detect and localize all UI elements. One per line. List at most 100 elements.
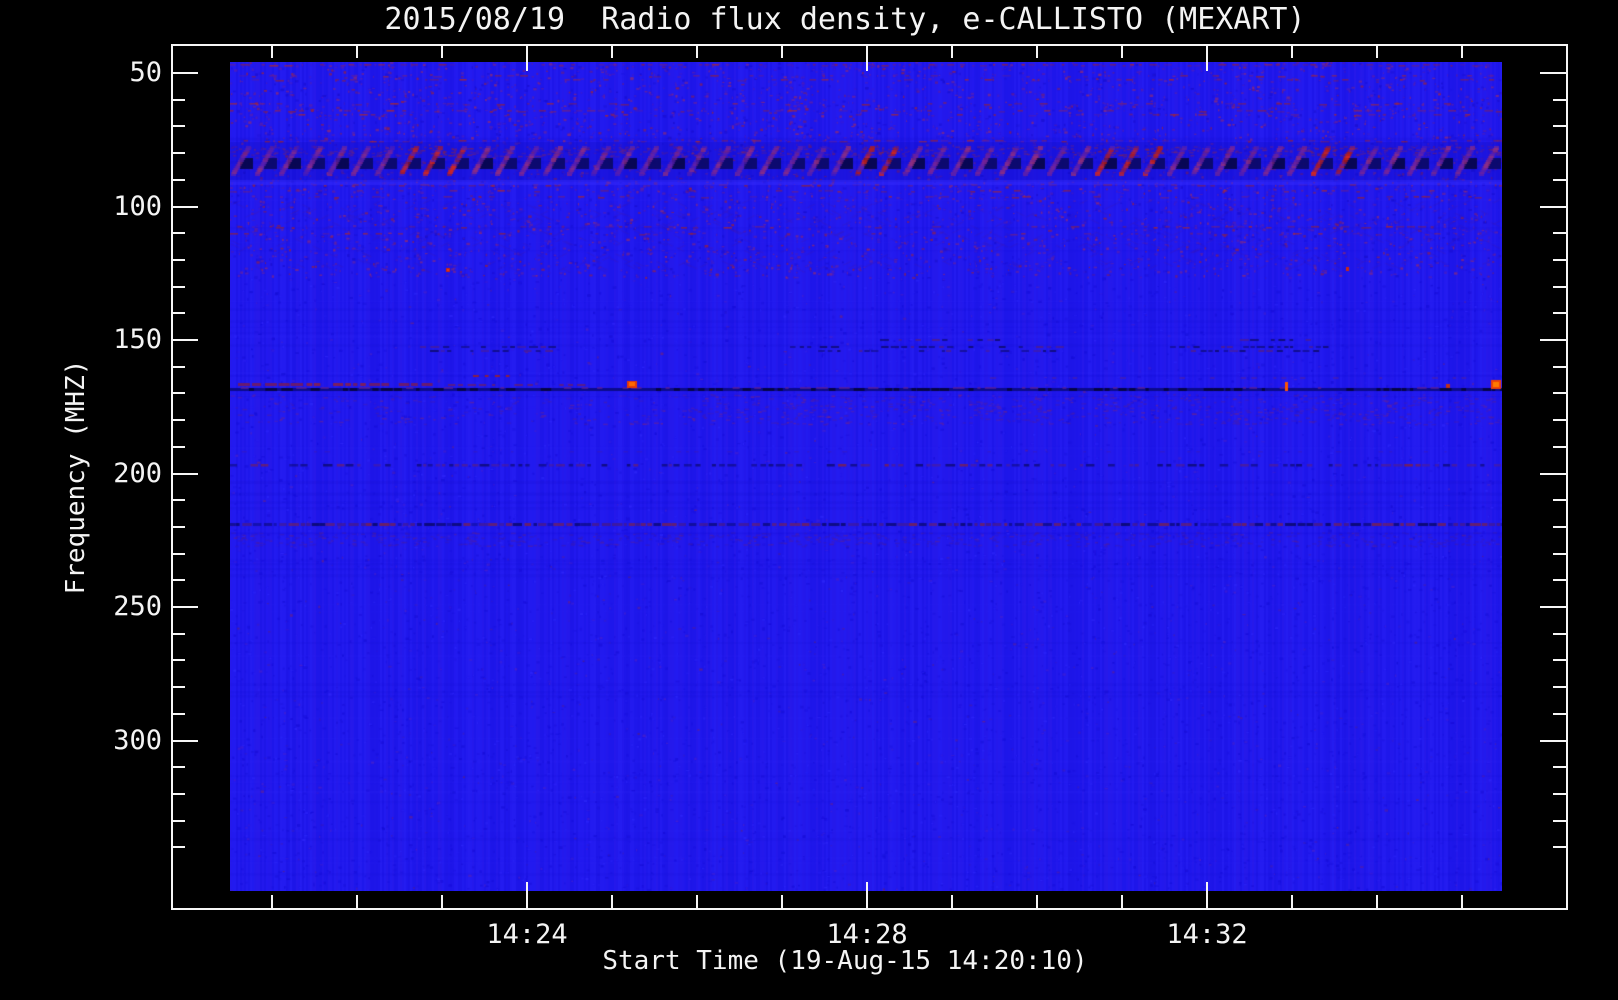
tick-mark xyxy=(1036,895,1038,908)
tick-mark xyxy=(172,125,185,128)
tick-mark xyxy=(172,445,185,448)
tick-mark xyxy=(1553,445,1566,448)
tick-mark xyxy=(172,232,185,235)
tick-mark xyxy=(1121,895,1123,908)
tick-mark xyxy=(1553,98,1566,101)
tick-mark xyxy=(951,45,953,58)
tick-mark xyxy=(1553,525,1566,528)
tick-mark xyxy=(1553,178,1566,181)
x-tick-label: 14:32 xyxy=(1166,919,1248,950)
tick-mark xyxy=(1553,152,1566,155)
tick-mark xyxy=(1553,258,1566,261)
y-axis-title: Frequency (MHZ) xyxy=(61,359,91,595)
tick-mark xyxy=(271,45,273,58)
tick-mark xyxy=(172,419,185,422)
y-tick-label: 300 xyxy=(113,724,162,756)
tick-mark xyxy=(611,895,613,908)
tick-mark xyxy=(172,365,185,368)
tick-mark xyxy=(172,606,198,608)
tick-mark xyxy=(1553,499,1566,502)
tick-mark xyxy=(172,819,185,822)
tick-mark xyxy=(172,525,185,528)
tick-mark xyxy=(172,98,185,101)
tick-mark xyxy=(172,258,185,261)
tick-mark xyxy=(1553,365,1566,368)
tick-mark xyxy=(172,632,185,635)
tick-mark xyxy=(172,792,185,795)
tick-mark xyxy=(172,205,198,208)
x-axis-title: Start Time (19-Aug-15 14:20:10) xyxy=(602,946,1088,976)
spectrogram-canvas xyxy=(230,62,1502,891)
tick-mark xyxy=(1553,392,1566,395)
tick-mark xyxy=(1553,792,1566,795)
tick-mark xyxy=(172,846,185,849)
tick-mark xyxy=(172,178,185,181)
tick-mark xyxy=(172,152,185,155)
tick-mark xyxy=(1291,895,1293,908)
tick-mark xyxy=(1553,632,1566,635)
tick-mark xyxy=(526,882,528,908)
y-tick-label: 50 xyxy=(129,57,162,88)
tick-mark xyxy=(1291,45,1293,58)
tick-mark xyxy=(172,472,198,475)
tick-mark xyxy=(866,882,868,908)
tick-mark xyxy=(866,45,868,71)
tick-mark xyxy=(172,285,185,288)
tick-mark xyxy=(172,72,198,74)
y-tick-label: 100 xyxy=(113,190,162,222)
tick-mark xyxy=(1206,882,1208,908)
y-tick-label: 200 xyxy=(113,457,162,489)
tick-mark xyxy=(172,659,185,662)
tick-mark xyxy=(1553,285,1566,288)
tick-mark xyxy=(172,579,185,582)
y-tick-label: 150 xyxy=(113,324,162,355)
tick-mark xyxy=(172,312,185,315)
tick-mark xyxy=(441,45,443,58)
tick-mark xyxy=(172,392,185,395)
tick-mark xyxy=(781,895,783,908)
tick-mark xyxy=(1540,339,1566,341)
tick-mark xyxy=(441,895,443,908)
tick-mark xyxy=(172,712,185,715)
tick-mark xyxy=(1553,552,1566,555)
tick-mark xyxy=(1553,766,1566,769)
tick-mark xyxy=(696,895,698,908)
tick-mark xyxy=(1036,45,1038,58)
x-tick-label: 14:28 xyxy=(826,919,908,950)
tick-mark xyxy=(172,552,185,555)
tick-mark xyxy=(1206,45,1208,71)
tick-mark xyxy=(696,45,698,58)
tick-mark xyxy=(1553,846,1566,849)
y-tick-label: 250 xyxy=(113,591,162,622)
tick-mark xyxy=(1376,895,1378,908)
tick-mark xyxy=(172,339,198,341)
tick-mark xyxy=(611,45,613,58)
tick-mark xyxy=(1540,739,1566,742)
tick-mark xyxy=(1461,895,1463,908)
tick-mark xyxy=(1121,45,1123,58)
tick-mark xyxy=(781,45,783,58)
tick-mark xyxy=(1461,45,1463,58)
tick-mark xyxy=(172,739,198,742)
tick-mark xyxy=(172,686,185,689)
tick-mark xyxy=(1553,419,1566,422)
tick-mark xyxy=(172,766,185,769)
tick-mark xyxy=(951,895,953,908)
tick-mark xyxy=(1540,72,1566,74)
tick-mark xyxy=(1376,45,1378,58)
tick-mark xyxy=(1553,232,1566,235)
tick-mark xyxy=(1553,659,1566,662)
tick-mark xyxy=(1540,606,1566,608)
plot-frame xyxy=(171,44,1568,910)
tick-mark xyxy=(526,45,528,71)
tick-mark xyxy=(1553,312,1566,315)
tick-mark xyxy=(1553,579,1566,582)
tick-mark xyxy=(1553,712,1566,715)
tick-mark xyxy=(356,45,358,58)
tick-mark xyxy=(1553,125,1566,128)
tick-mark xyxy=(1553,819,1566,822)
tick-mark xyxy=(356,895,358,908)
tick-mark xyxy=(1553,686,1566,689)
tick-mark xyxy=(1540,472,1566,475)
